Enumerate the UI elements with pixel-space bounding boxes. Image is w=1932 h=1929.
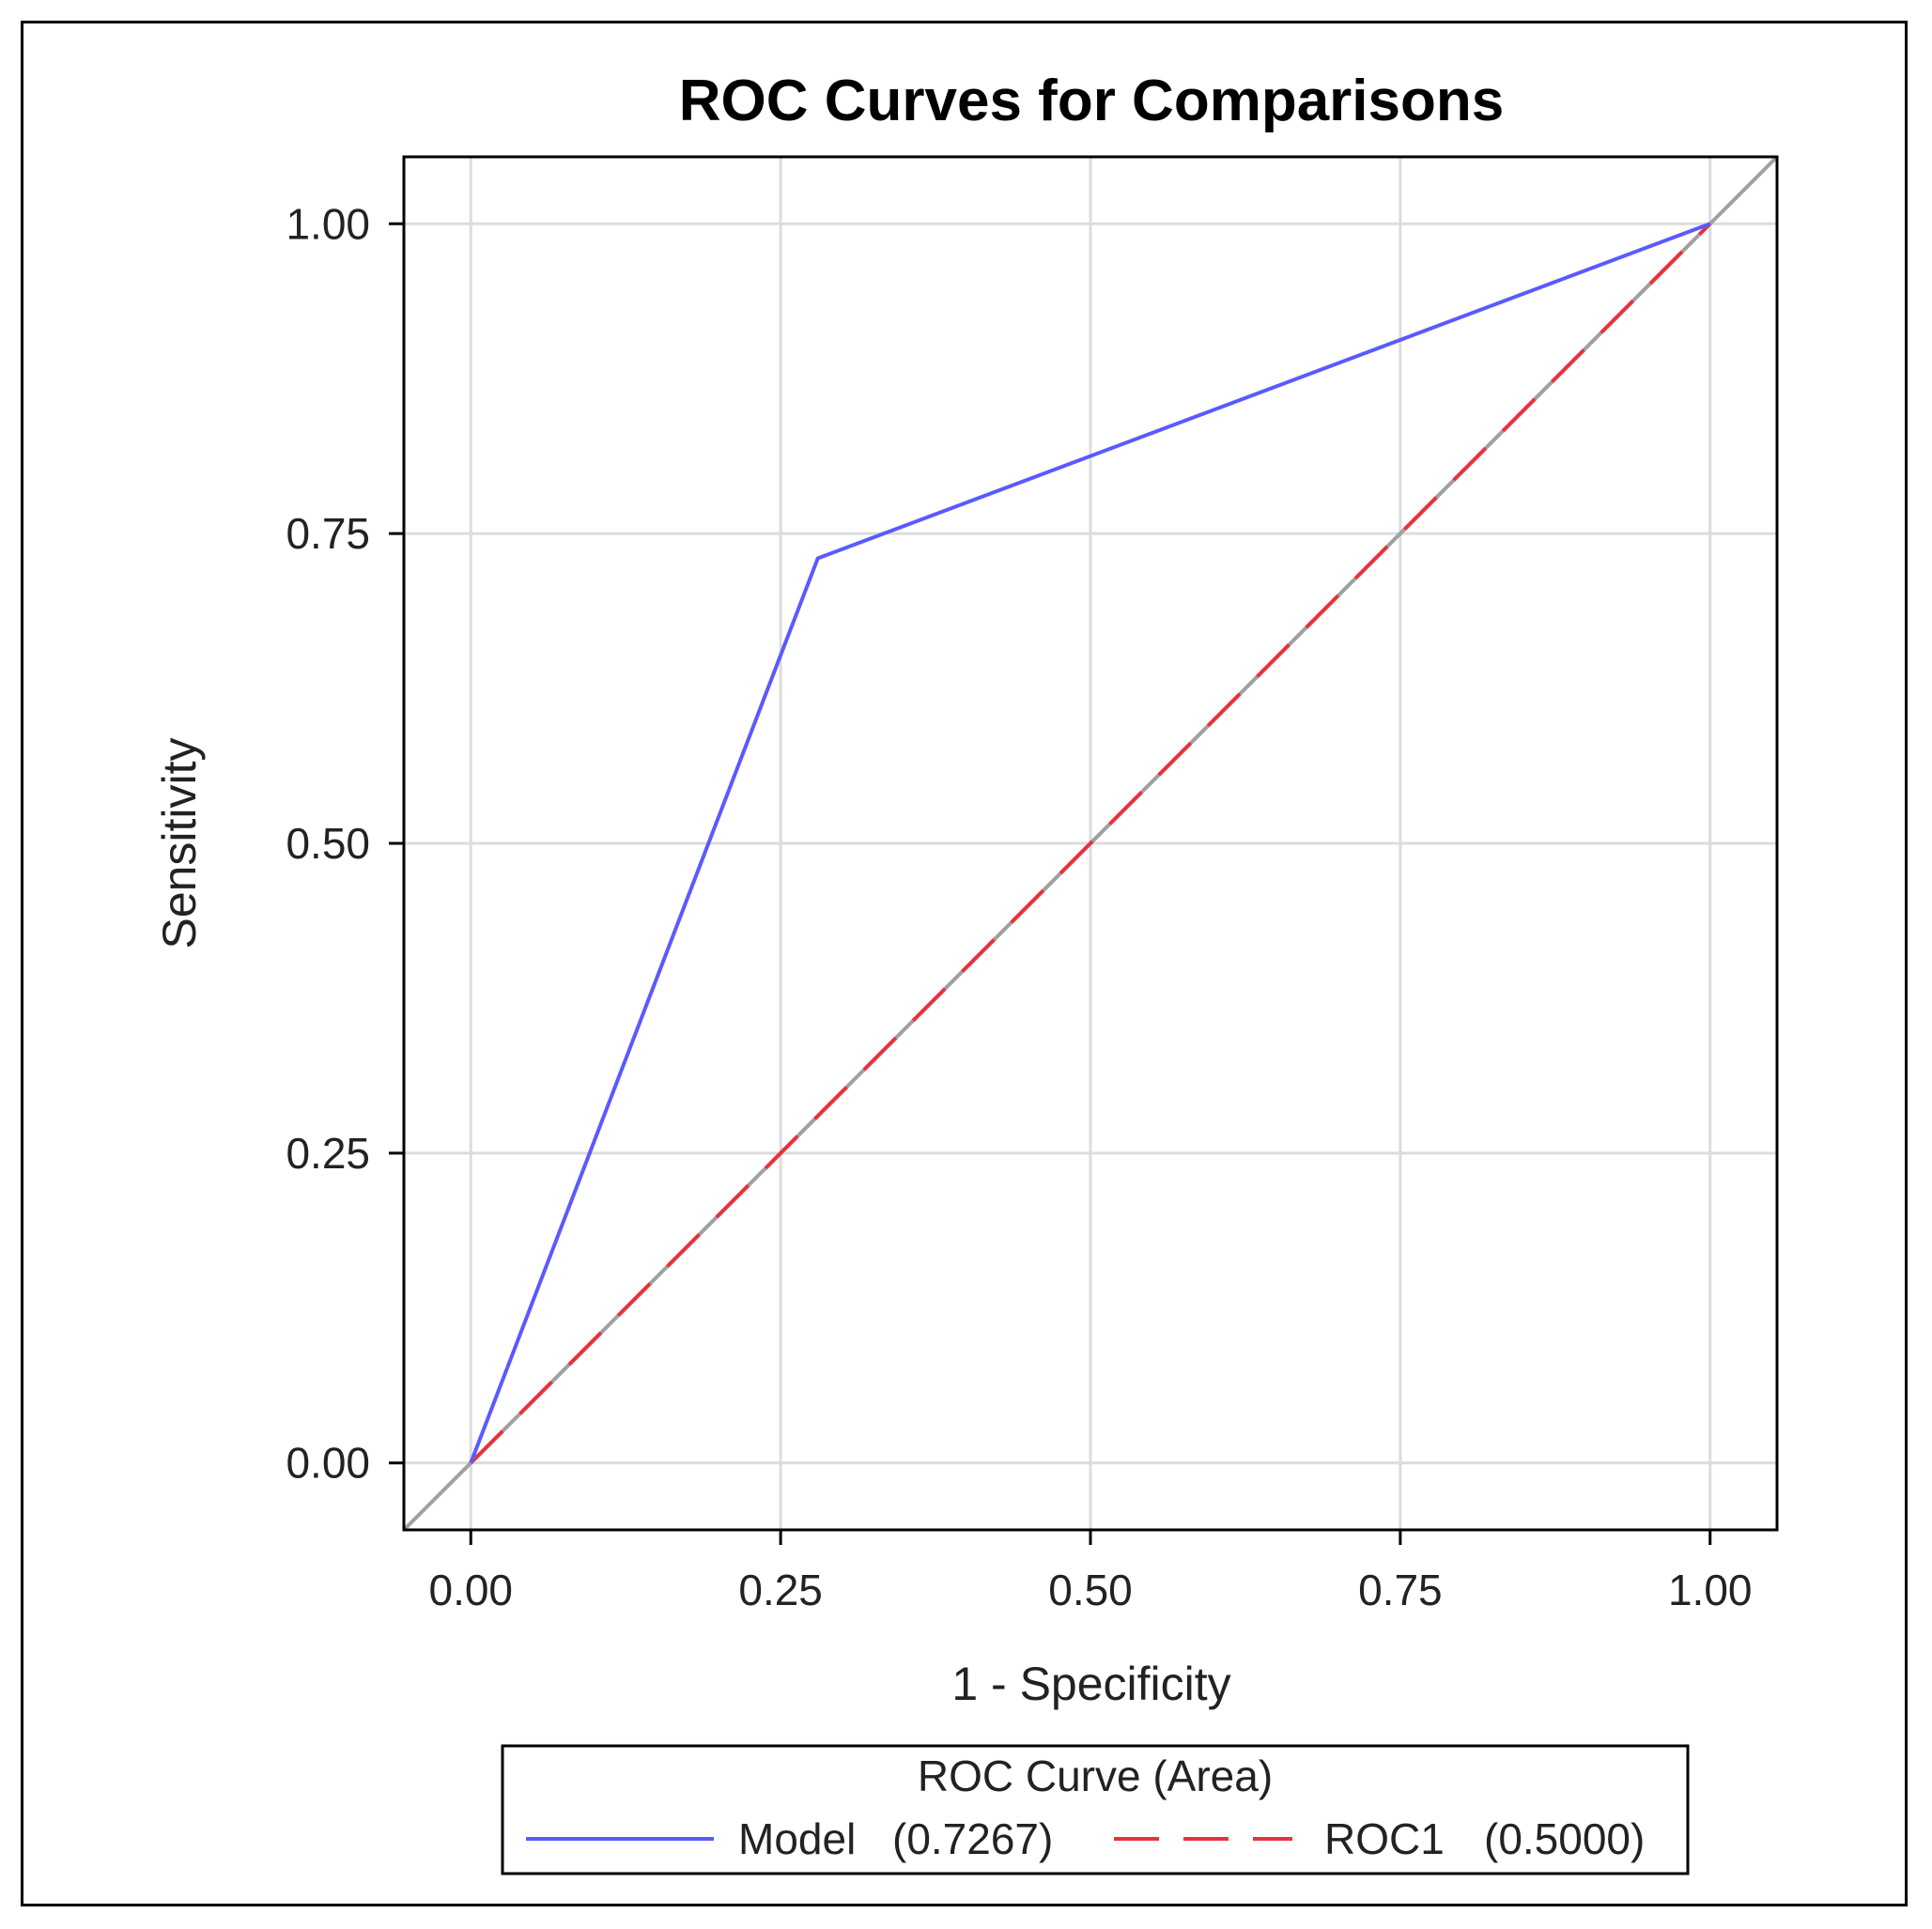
- y-tick-label-1: 0.25: [286, 1129, 370, 1178]
- x-axis-label: 1 - Specificity: [951, 1658, 1230, 1710]
- x-tick-label-0: 0.00: [428, 1566, 513, 1614]
- x-tick-label-4: 1.00: [1668, 1566, 1753, 1614]
- legend-label-model: Model: [738, 1814, 856, 1863]
- y-tick-label-3: 0.75: [286, 509, 370, 558]
- legend-area-roc1: (0.5000): [1484, 1814, 1645, 1863]
- y-tick-label-4: 1.00: [286, 199, 370, 248]
- legend-box: [501, 1744, 1690, 1875]
- y-tick-label-2: 0.50: [286, 819, 370, 868]
- grid-lines: [404, 157, 1777, 1530]
- legend-area-model: (0.7267): [892, 1814, 1053, 1863]
- chart-title: ROC Curves for Comparisons: [679, 69, 1505, 133]
- series-roc1-line: [469, 222, 1712, 1465]
- legend-title: ROC Curve (Area): [918, 1752, 1273, 1800]
- series-group: [469, 222, 1712, 1465]
- x-tick-label-1: 0.25: [738, 1566, 823, 1614]
- axis-ticks: 0.00 0.00 0.25 0.25 0.50 0.50 0.75 0.75 1.00 1.00: [286, 199, 1752, 1614]
- legend-label-roc1: ROC1: [1324, 1814, 1445, 1863]
- x-tick-label-2: 0.50: [1048, 1566, 1133, 1614]
- x-tick-label-3: 0.75: [1358, 1566, 1443, 1614]
- y-axis-label: Sensitivity: [153, 737, 206, 949]
- figure-frame: [21, 21, 1908, 1906]
- y-tick-label-0: 0.00: [286, 1439, 370, 1488]
- legend: ROC Curve (Area) Model (0.7267) ROC1 (0.…: [501, 1744, 1690, 1875]
- series-model-line: [469, 222, 1711, 1464]
